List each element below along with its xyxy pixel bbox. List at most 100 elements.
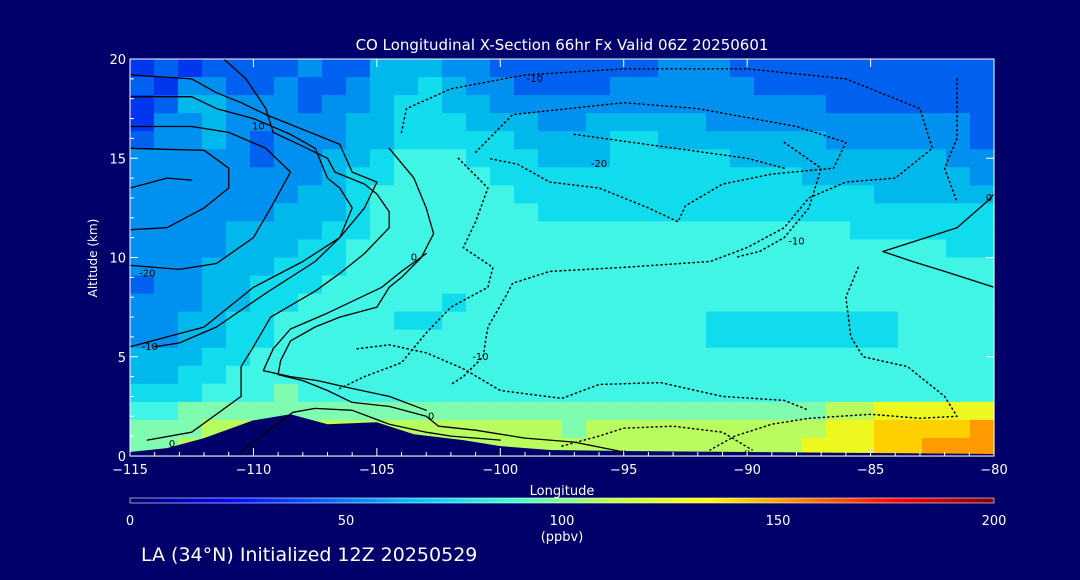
x-axis: −115 −110 −105 −100 −95 −90 −85 −80 xyxy=(112,59,1008,478)
field-cell xyxy=(850,203,875,223)
field-cell xyxy=(514,419,539,439)
field-cell xyxy=(898,203,923,223)
field-cell xyxy=(250,401,275,421)
field-cell xyxy=(514,185,539,204)
field-cell xyxy=(874,95,899,114)
field-cell xyxy=(778,419,803,439)
field-cell xyxy=(514,113,539,132)
field-cell xyxy=(226,311,251,331)
contour-label: -20 xyxy=(139,268,155,279)
field-cell xyxy=(370,257,395,277)
field-cell xyxy=(802,329,827,349)
field-cell xyxy=(202,131,227,150)
field-cell xyxy=(658,257,683,277)
field-cell xyxy=(298,221,323,241)
field-cell xyxy=(322,239,347,259)
field-cell xyxy=(898,221,923,241)
field-cell xyxy=(250,149,275,168)
contour-line xyxy=(262,252,427,411)
field-cell xyxy=(442,113,467,132)
field-cell xyxy=(850,437,875,457)
field-cell xyxy=(706,239,731,259)
field-cell xyxy=(418,383,443,403)
field-cell xyxy=(778,347,803,367)
field-cell xyxy=(634,347,659,367)
field-cell xyxy=(562,401,587,421)
field-cell xyxy=(466,167,491,186)
field-cell xyxy=(130,131,155,150)
field-cell xyxy=(298,239,323,259)
field-cell xyxy=(442,257,467,277)
field-cell xyxy=(802,419,827,439)
field-cell xyxy=(802,365,827,385)
field-cell xyxy=(490,131,515,150)
field-cell xyxy=(442,77,467,96)
field-cell xyxy=(490,311,515,331)
field-cell xyxy=(394,275,419,295)
field-cell xyxy=(466,419,491,439)
field-cell xyxy=(154,311,179,331)
field-cell xyxy=(370,383,395,403)
field-cell xyxy=(202,203,227,223)
field-cell xyxy=(562,257,587,277)
field-cell xyxy=(202,239,227,259)
field-cell xyxy=(682,95,707,114)
field-cell xyxy=(514,329,539,349)
field-cell xyxy=(394,95,419,114)
field-cell xyxy=(490,77,515,96)
field-cell xyxy=(154,149,179,168)
field-cell xyxy=(610,221,635,241)
field-cell xyxy=(154,95,179,114)
field-cell xyxy=(922,401,947,421)
field-cell xyxy=(586,221,611,241)
field-cell xyxy=(154,203,179,223)
field-cell xyxy=(802,113,827,132)
field-cell xyxy=(322,347,347,367)
field-cell xyxy=(442,203,467,223)
field-cell xyxy=(706,347,731,367)
field-cell xyxy=(898,77,923,96)
field-cell xyxy=(226,203,251,223)
field-cell xyxy=(634,311,659,331)
field-cell xyxy=(874,149,899,168)
contour-label: -10 xyxy=(472,352,488,363)
field-cell xyxy=(682,347,707,367)
field-cell xyxy=(562,221,587,241)
field-cell xyxy=(826,95,851,114)
field-cell xyxy=(898,365,923,385)
field-cell xyxy=(178,95,203,114)
field-cell xyxy=(514,95,539,114)
contour-label: -20 xyxy=(591,159,607,170)
field-cell xyxy=(658,221,683,241)
field-cell xyxy=(178,239,203,259)
field-cell xyxy=(874,311,899,331)
field-cell xyxy=(706,167,731,186)
field-cell xyxy=(562,419,587,439)
field-cell xyxy=(322,167,347,186)
field-cell xyxy=(754,365,779,385)
field-cell xyxy=(826,347,851,367)
field-cell xyxy=(274,257,299,277)
field-cell xyxy=(802,77,827,96)
field-cell xyxy=(298,59,323,78)
field-cell xyxy=(154,113,179,132)
field-cell xyxy=(418,113,443,132)
field-cell xyxy=(442,383,467,403)
y-tick-label: 0 xyxy=(118,450,126,465)
field-cell xyxy=(634,131,659,150)
field-cell xyxy=(226,131,251,150)
y-tick-label: 20 xyxy=(109,53,126,68)
x-axis-label: Longitude xyxy=(530,484,595,499)
field-cell xyxy=(730,383,755,403)
field-cell xyxy=(682,401,707,421)
field-cell xyxy=(826,239,851,259)
field-cell xyxy=(130,419,155,439)
field-cell xyxy=(730,311,755,331)
field-cell xyxy=(538,293,563,313)
field-cell xyxy=(274,203,299,223)
field-cell xyxy=(442,401,467,421)
field-cell xyxy=(754,293,779,313)
field-cell xyxy=(826,419,851,439)
field-cell xyxy=(946,347,971,367)
field-cell xyxy=(322,131,347,150)
